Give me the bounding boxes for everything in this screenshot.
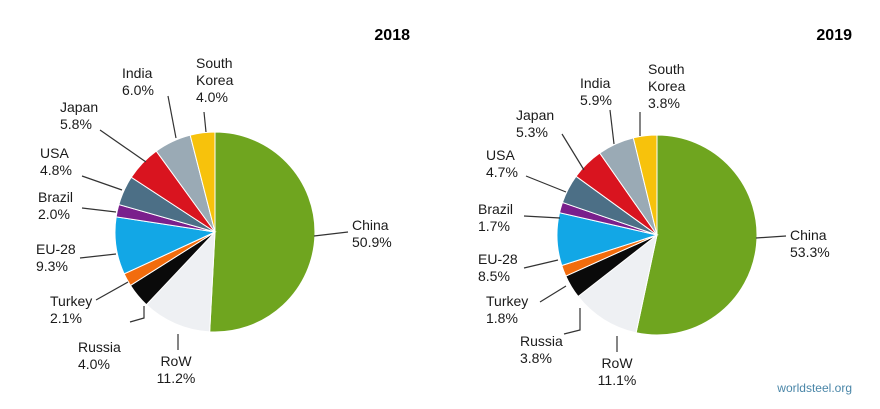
leader-line-india [167, 95, 177, 139]
leader-line-india [609, 109, 615, 145]
leader-line-turkey [539, 285, 567, 303]
leader-line-russia [563, 308, 581, 335]
slice-label-usa: USA 4.7% [486, 147, 518, 180]
slice-label-usa: USA 4.8% [40, 145, 72, 178]
chart-title: 2018 [374, 27, 410, 44]
leader-line-brazil [81, 207, 117, 213]
slice-label-china: China 53.3% [790, 227, 830, 260]
leader-line-south-korea [203, 111, 207, 133]
slice-label-brazil: Brazil 2.0% [38, 189, 73, 222]
chart-title: 2019 [816, 27, 852, 44]
leader-line-china [755, 235, 787, 239]
slice-label-japan: Japan 5.3% [516, 107, 554, 140]
slice-label-eu-28: EU-28 9.3% [36, 241, 76, 274]
leader-line-eu-28 [523, 259, 559, 269]
leader-line-brazil [523, 215, 561, 219]
leader-line-japan [99, 129, 147, 163]
slice-label-china: China 50.9% [352, 217, 392, 250]
slice-row [145, 230, 216, 333]
slice-china [209, 131, 316, 333]
leader-line-usa [81, 175, 123, 191]
slice-row [577, 233, 658, 334]
slice-label-south-korea: South Korea 3.8% [648, 61, 686, 111]
slice-label-india: India 5.9% [580, 75, 612, 108]
leader-line-japan [561, 133, 585, 171]
leader-line-usa [525, 175, 567, 193]
slice-label-south-korea: South Korea 4.0% [196, 55, 234, 105]
slice-south-korea [632, 134, 658, 236]
slice-label-japan: Japan 5.8% [60, 99, 98, 132]
pie-chart-2018: 2018 China 50.9% RoW 11.2% Russia 4.0% Turkey 2.… [36, 27, 410, 386]
slice-label-row: RoW 11.2% [157, 353, 196, 386]
leader-line-russia [129, 306, 145, 323]
leader-line-china [313, 231, 349, 237]
slice-label-russia: Russia 3.8% [520, 333, 563, 366]
source-label: worldsteel.org [776, 381, 852, 395]
pie-chart-2019: 2019 China 53.3% RoW 11.1% Russia 3.8% Turkey 1.… [478, 27, 852, 388]
slice-label-russia: Russia 4.0% [78, 339, 121, 372]
slice-label-eu-28: EU-28 8.5% [478, 251, 518, 284]
slice-label-turkey: Turkey 2.1% [50, 293, 92, 326]
slice-china [635, 134, 758, 336]
slice-label-turkey: Turkey 1.8% [486, 293, 528, 326]
slice-label-india: India 6.0% [122, 65, 154, 98]
slice-label-brazil: Brazil 1.7% [478, 201, 513, 234]
slice-label-row: RoW 11.1% [598, 355, 637, 388]
leader-line-turkey [95, 281, 129, 301]
slice-south-korea [189, 131, 216, 233]
leader-line-eu-28 [79, 253, 117, 259]
